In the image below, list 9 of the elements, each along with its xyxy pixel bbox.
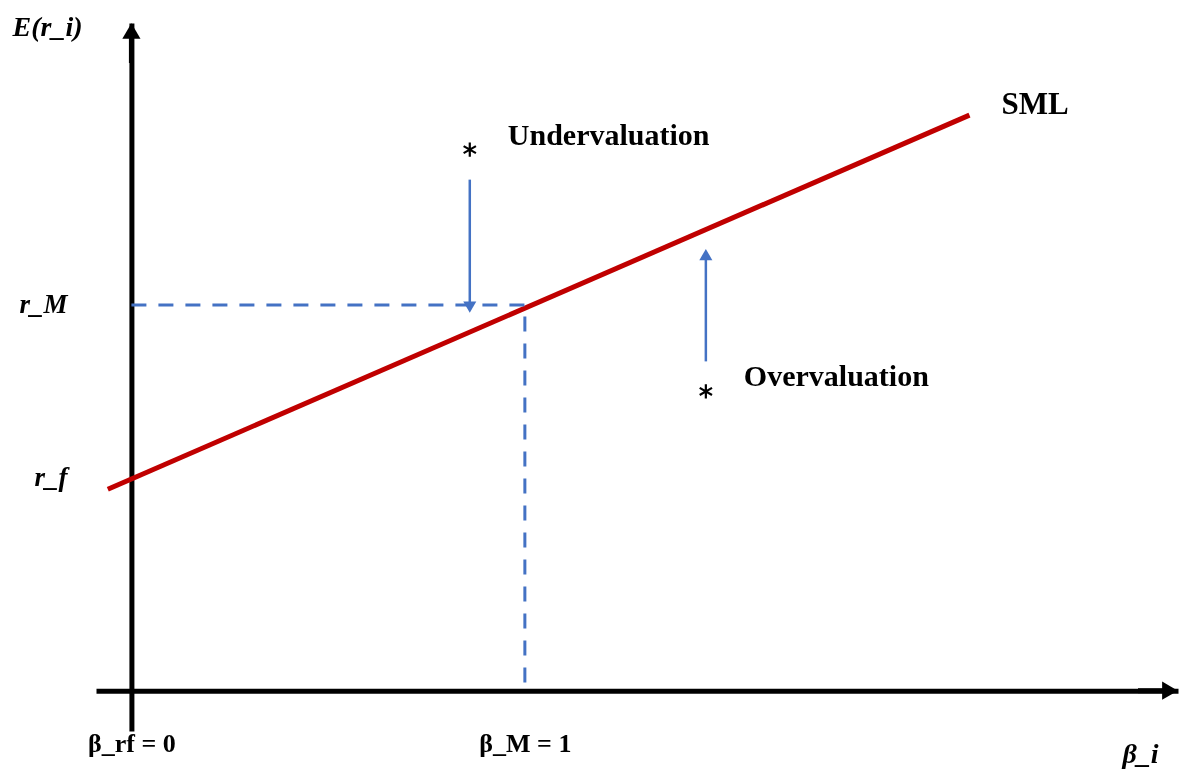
x-tick-label: β_rf = 0: [88, 729, 176, 759]
y-axis-title: E(r_i): [11, 10, 83, 42]
annotation: r_M: [19, 289, 69, 320]
x-axis-title: β_i: [1121, 738, 1159, 770]
annotation: Undervaluation: [507, 117, 710, 151]
annotation: Overvaluation: [743, 359, 930, 393]
x-tick-label: β_M = 1: [479, 729, 572, 759]
series-label: SML: [1001, 86, 1069, 122]
annotation: r_f: [34, 461, 71, 492]
